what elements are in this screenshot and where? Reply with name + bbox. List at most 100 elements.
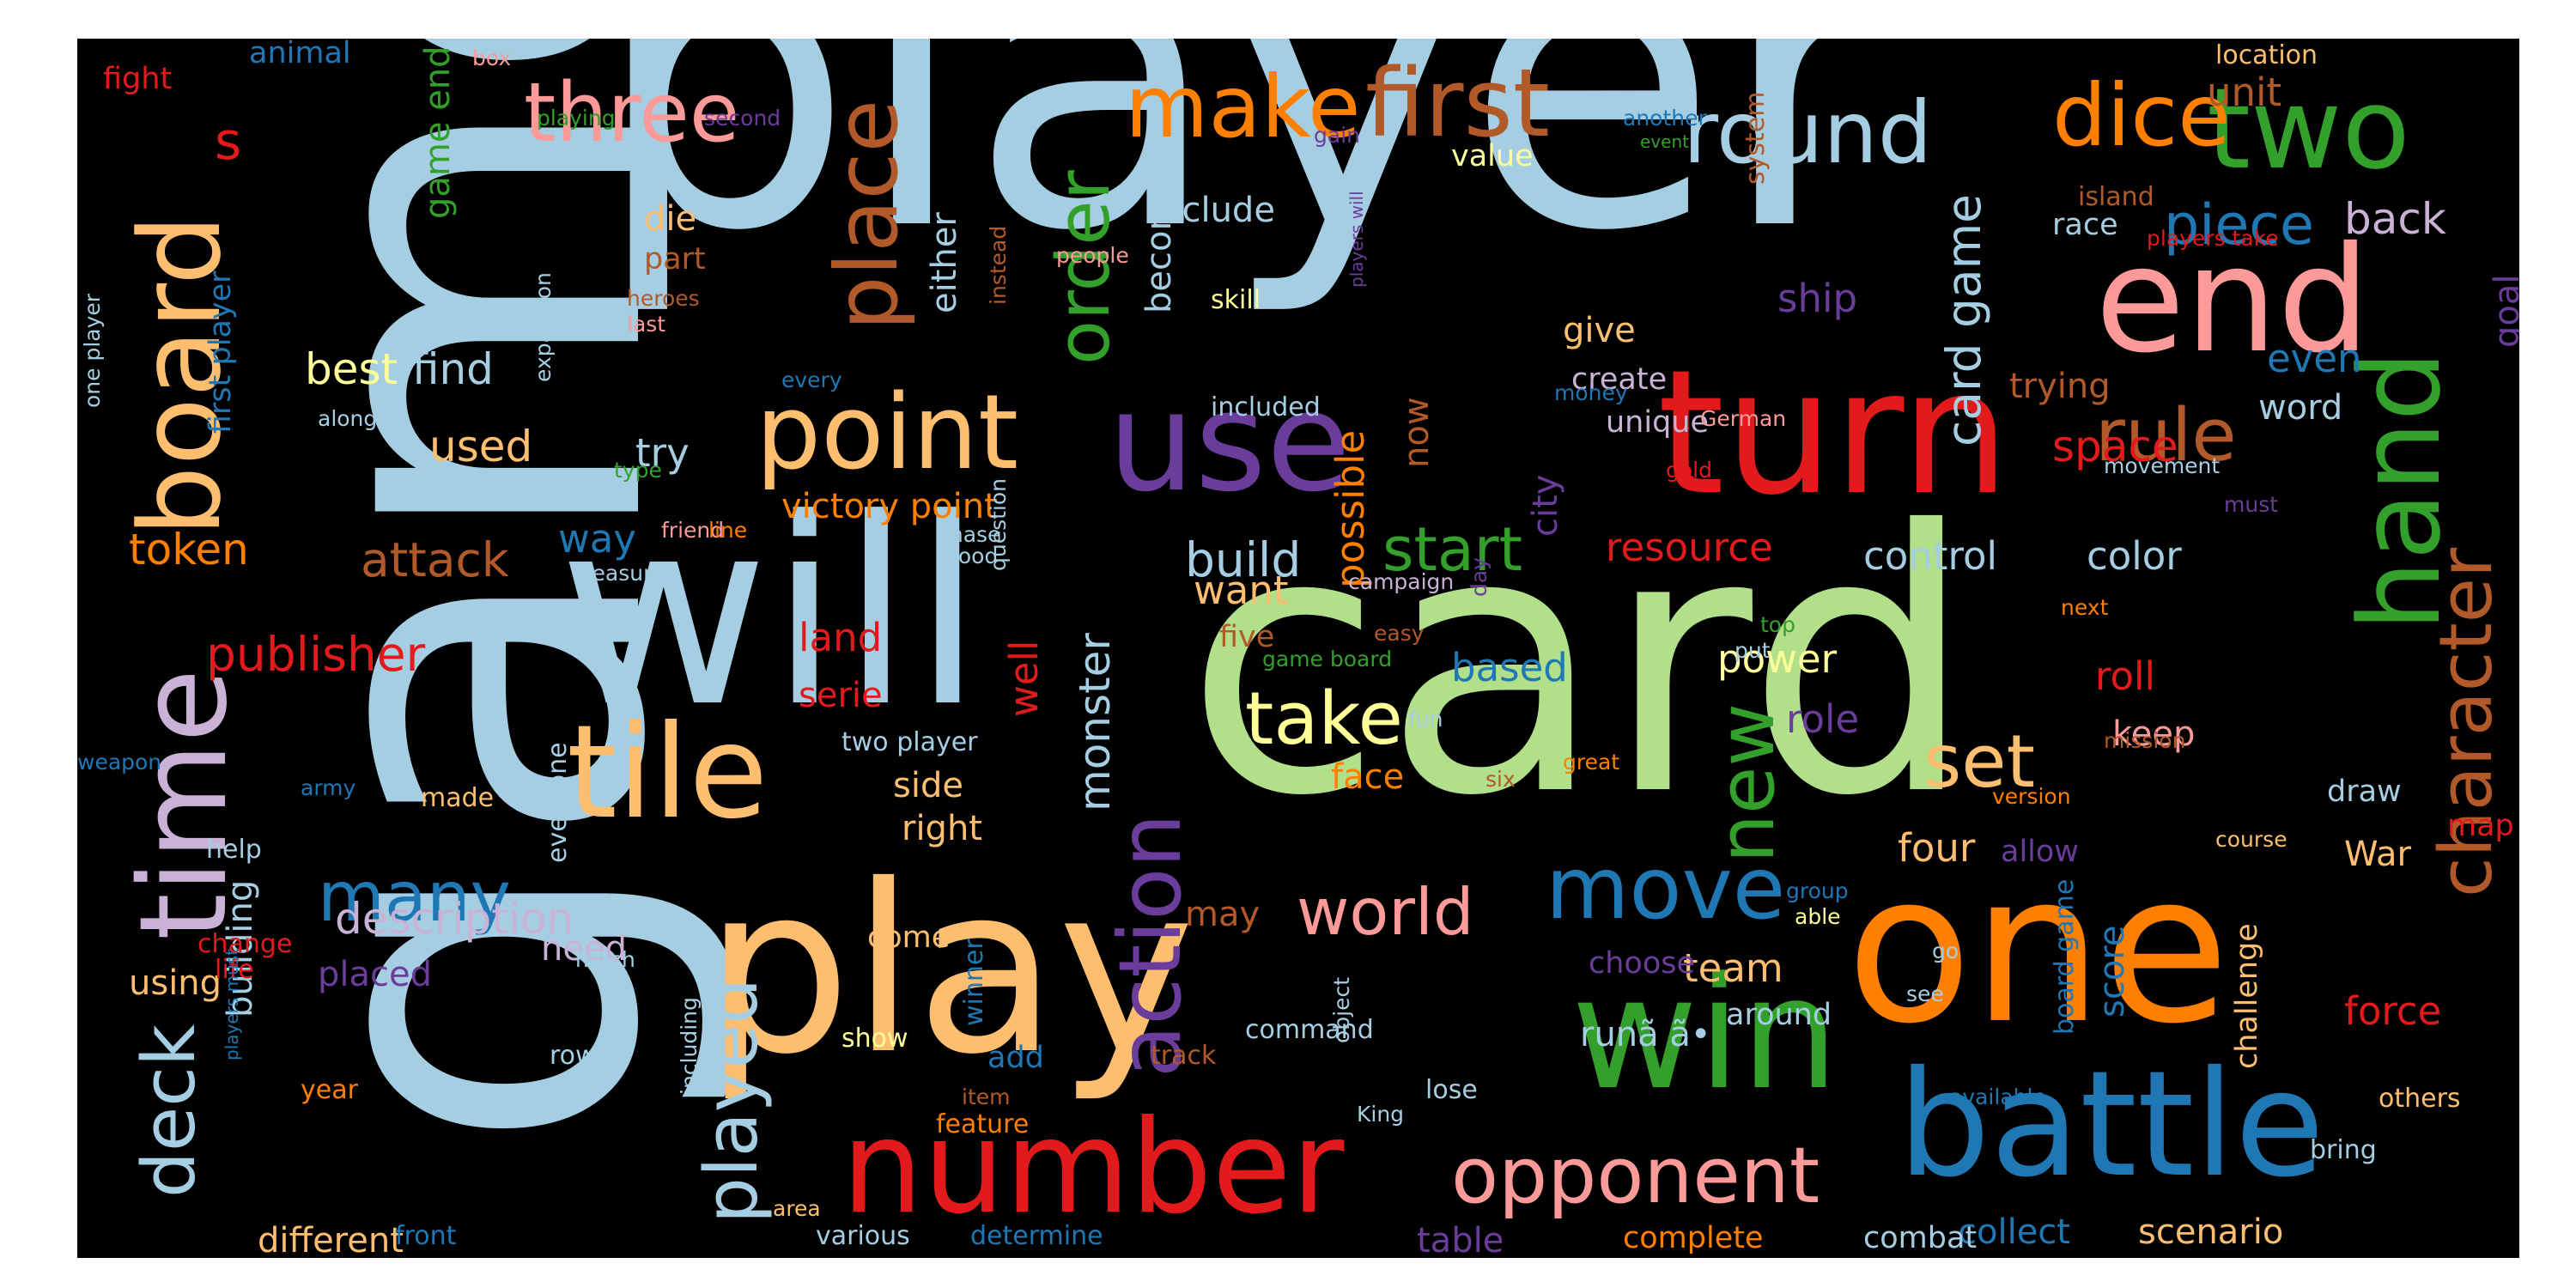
word-friend: friend: [661, 518, 725, 543]
word-animal: animal: [249, 39, 351, 70]
word-score: score: [2093, 925, 2132, 1018]
word-track: track: [1151, 1041, 1217, 1071]
word-king: King: [1357, 1102, 1405, 1127]
word-may: may: [1185, 895, 1261, 934]
word-start: start: [1382, 514, 1523, 585]
word-heroes: heroes: [627, 286, 700, 311]
word-war: War: [2344, 835, 2411, 874]
word-board-game: board game: [2050, 878, 2080, 1035]
word-second: second: [704, 106, 781, 131]
word-various: various: [816, 1221, 910, 1251]
word-use: use: [1108, 361, 1352, 522]
word-two-player: two player: [841, 727, 978, 757]
word-point: point: [756, 374, 1019, 493]
word-skill: skill: [1211, 285, 1261, 315]
word-piece: piece: [2164, 193, 2315, 258]
word-best: best: [305, 344, 398, 394]
word-great: great: [1563, 750, 1620, 775]
word-resource: resource: [1606, 525, 1773, 570]
word-played: played: [690, 977, 775, 1224]
word-people: people: [1056, 243, 1129, 268]
word-players-will: players will: [1346, 191, 1367, 288]
word-back: back: [2344, 194, 2446, 244]
word-every: every: [781, 368, 842, 392]
word-s: s: [215, 112, 242, 172]
word-question: question: [986, 477, 1011, 571]
word-winner: winner: [959, 939, 989, 1026]
word-good: good: [945, 544, 999, 568]
word-place: place: [817, 99, 917, 331]
word-playing: playing: [537, 106, 616, 131]
word-include: include: [1151, 191, 1275, 230]
word-round: round: [1683, 82, 1933, 183]
word-make: make: [1125, 57, 1361, 157]
word-four: four: [1898, 825, 1976, 871]
word-six: six: [1485, 767, 1516, 792]
word-serie: serie: [799, 676, 883, 715]
word-publisher: publisher: [206, 627, 426, 682]
word-others: others: [2379, 1084, 2461, 1114]
word-token: token: [129, 525, 249, 574]
word-goal: goal: [2488, 274, 2519, 349]
word-row: row: [550, 1041, 597, 1071]
word-first-player: first player: [204, 270, 238, 434]
word-game-end: game end: [418, 46, 458, 219]
word-role: role: [1786, 696, 1860, 742]
word-cloud: game player card will play one turn end …: [77, 39, 2519, 1258]
word-top: top: [1760, 612, 1795, 637]
word-possible: possible: [1327, 429, 1373, 588]
word-go: go: [1932, 939, 1959, 963]
word-phase: phase: [936, 522, 1001, 547]
word-build: build: [1185, 532, 1302, 587]
word-one: one: [1846, 829, 2230, 1069]
word-expansion: expansion: [531, 272, 556, 382]
word-german: German: [1700, 406, 1787, 431]
word-weapon: weapon: [77, 750, 162, 775]
word-create: create: [1571, 362, 1668, 397]
word-fight: fight: [103, 62, 173, 96]
word-life: life: [215, 955, 254, 985]
word-type: type: [614, 458, 662, 483]
word-will: will: [558, 464, 984, 763]
word-placed: placed: [318, 955, 433, 994]
word-character: character: [2424, 547, 2509, 897]
word-including: including: [677, 997, 702, 1095]
word-command: command: [1245, 1015, 1374, 1045]
word-using: using: [129, 963, 222, 1003]
word-army: army: [301, 775, 356, 800]
word-choose: choose: [1589, 946, 1696, 981]
word-scenario: scenario: [2138, 1212, 2284, 1252]
word-monster: monster: [1070, 633, 1120, 811]
word-much: much: [575, 947, 635, 972]
word-force: force: [2344, 988, 2442, 1034]
word-team: team: [1683, 945, 1783, 991]
word-movement: movement: [2104, 453, 2221, 478]
word-fun: fun: [1408, 707, 1443, 732]
word-around: around: [1726, 998, 1832, 1032]
word-many: many: [318, 857, 511, 937]
word-show: show: [841, 1024, 908, 1054]
word-bring: bring: [2310, 1135, 2377, 1165]
word-help: help: [206, 835, 262, 865]
word-course: course: [2215, 827, 2287, 852]
word-along: along: [318, 406, 378, 431]
word-collect: collect: [1958, 1212, 2070, 1252]
word-either: either: [925, 212, 964, 313]
word-set: set: [1923, 720, 2035, 805]
word-unique: unique: [1606, 405, 1710, 440]
word-gold: gold: [1666, 458, 1712, 483]
word-play: play: [704, 835, 1195, 1105]
word-instead: instead: [986, 225, 1011, 305]
word-action: action: [1100, 813, 1200, 1078]
word-see: see: [1906, 981, 1944, 1006]
word-move: move: [1546, 838, 1786, 939]
word-line: line: [708, 518, 748, 543]
word-lose: lose: [1425, 1075, 1478, 1105]
word-dice: dice: [2052, 65, 2231, 166]
word-area: area: [773, 1196, 821, 1221]
word-location: location: [2215, 40, 2318, 70]
word-victory-point: victory point: [781, 487, 998, 526]
word-money: money: [1554, 380, 1628, 405]
word-card-game: card game: [1936, 193, 1991, 447]
word-determine: determine: [970, 1221, 1103, 1251]
